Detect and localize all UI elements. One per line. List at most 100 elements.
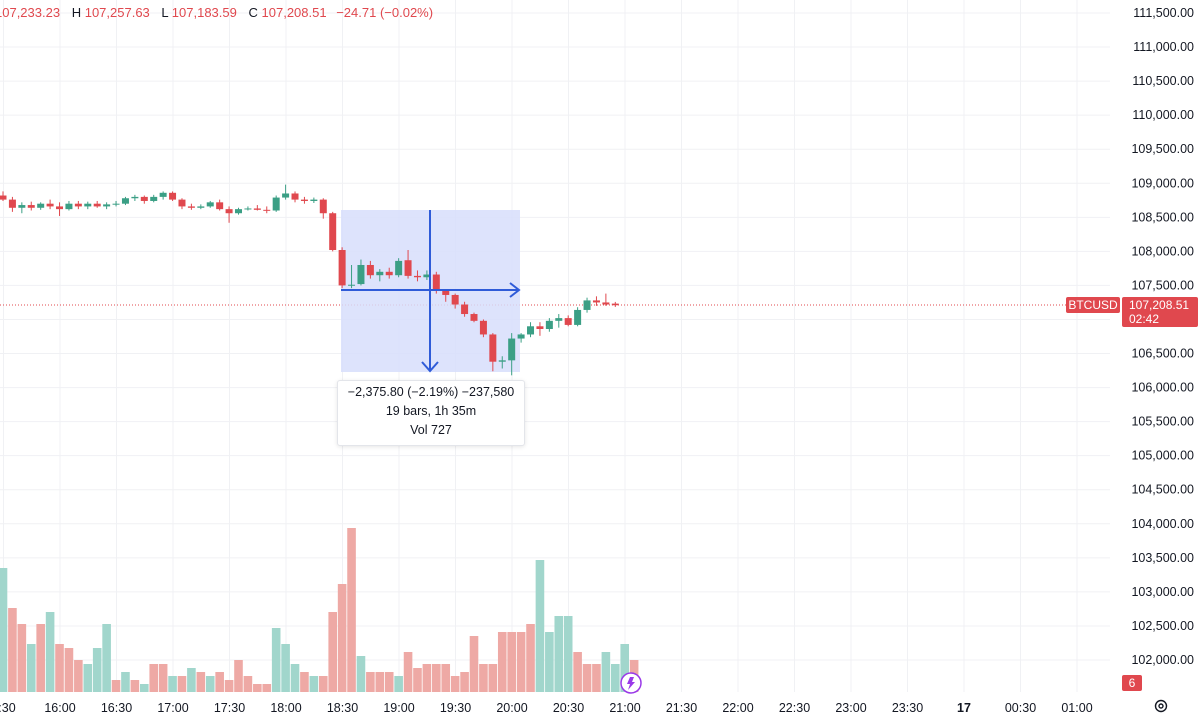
candle-body xyxy=(178,199,186,207)
volume-bar xyxy=(253,684,262,692)
price-tick-label: 108,500.00 xyxy=(1131,210,1194,224)
candle-body xyxy=(206,202,214,207)
volume-bar xyxy=(196,672,206,692)
time-tick-label: 21:30 xyxy=(666,701,697,715)
volume-bar xyxy=(441,664,451,692)
legend-low-label: L xyxy=(161,5,169,20)
measure-arrows[interactable] xyxy=(341,210,521,373)
volume-bar xyxy=(102,624,111,692)
volume-bar xyxy=(64,648,74,692)
volume-bar xyxy=(413,668,422,692)
volume-series xyxy=(0,528,639,692)
candle-body xyxy=(310,199,318,201)
volume-bar xyxy=(55,644,64,692)
candle-body xyxy=(423,274,431,278)
candle-body xyxy=(536,326,544,330)
volume-bar xyxy=(356,656,366,692)
time-tick-label: 20:00 xyxy=(496,701,527,715)
candle-body xyxy=(611,303,619,306)
volume-bar xyxy=(347,528,356,692)
lightning-badge-icon[interactable] xyxy=(620,672,642,694)
candle-body xyxy=(479,320,487,335)
volume-bar xyxy=(469,636,479,692)
last-price-value: 107,208.51 xyxy=(1129,298,1190,312)
volume-bar xyxy=(243,676,253,692)
price-tick-label: 106,500.00 xyxy=(1131,347,1194,361)
candle-body xyxy=(442,290,450,295)
legend-close-label: C xyxy=(248,5,258,20)
volume-bar xyxy=(205,676,215,692)
volume-bar xyxy=(573,652,582,692)
candle-body xyxy=(18,205,26,208)
candle-body xyxy=(583,300,591,310)
price-tick-label: 103,500.00 xyxy=(1131,551,1194,565)
price-tick-label: 102,000.00 xyxy=(1131,653,1194,667)
time-tick-label: 01:00 xyxy=(1061,701,1092,715)
volume-bar xyxy=(262,684,272,692)
candle-body xyxy=(74,203,82,207)
volume-bar xyxy=(488,664,498,692)
candle-body xyxy=(291,193,299,200)
candle-body xyxy=(366,264,374,276)
time-tick-label: 20:30 xyxy=(553,701,584,715)
time-axis[interactable]: 5:30 16:00 16:30 17:00 17:30 18:00 18:30 19:00 1… xyxy=(0,701,1093,715)
volume-bar xyxy=(479,664,488,692)
candle-body xyxy=(272,197,280,211)
settings-gear-icon[interactable] xyxy=(1153,698,1169,714)
price-tick-label: 105,500.00 xyxy=(1131,415,1194,429)
volume-bar xyxy=(111,680,121,692)
candle-body xyxy=(470,314,478,321)
volume-bar xyxy=(432,664,441,692)
volume-bar xyxy=(121,672,130,692)
volume-bar xyxy=(375,672,385,692)
price-tick-label: 109,500.00 xyxy=(1131,142,1194,156)
volume-bar xyxy=(507,632,516,692)
candle-body xyxy=(574,309,582,325)
volume-bar xyxy=(17,624,27,692)
symbol-price-tag: BTCUSD xyxy=(1066,297,1120,313)
candle-body xyxy=(432,274,440,291)
time-tick-label: 17 xyxy=(957,701,971,715)
time-tick-label: 00:30 xyxy=(1005,701,1036,715)
volume-bar xyxy=(422,664,432,692)
price-tick-label: 105,000.00 xyxy=(1131,449,1194,463)
candle-body xyxy=(376,271,384,276)
volume-bar xyxy=(535,560,545,692)
legend-close-value: 107,208.51 xyxy=(261,5,327,20)
candle-body xyxy=(8,199,16,208)
candle-body xyxy=(357,264,365,285)
price-tick-label: 111,500.00 xyxy=(1133,6,1194,20)
measure-volume-text: Vol 727 xyxy=(410,423,452,437)
candle-body xyxy=(348,284,356,286)
volume-bar xyxy=(0,568,8,692)
volume-bar xyxy=(215,672,224,692)
candle-body xyxy=(244,208,252,210)
volume-bar xyxy=(177,676,187,692)
candle-body xyxy=(150,196,158,201)
candle-body xyxy=(300,199,308,201)
time-tick-label: 22:00 xyxy=(722,701,753,715)
candle-body xyxy=(413,275,421,278)
price-tick-label: 111,000.00 xyxy=(1133,40,1194,54)
candle-body xyxy=(451,294,459,305)
price-tick-label: 103,000.00 xyxy=(1131,585,1194,599)
candle-body xyxy=(508,338,516,361)
volume-bar xyxy=(450,676,460,692)
volume-bar xyxy=(140,684,149,692)
price-tick-label: 104,500.00 xyxy=(1131,483,1194,497)
volume-bar xyxy=(149,664,159,692)
candle-body xyxy=(329,213,337,251)
volume-bar xyxy=(224,680,234,692)
candle-body xyxy=(225,209,233,214)
candle-body xyxy=(216,202,224,210)
time-tick-label: 23:00 xyxy=(835,701,866,715)
volume-bar xyxy=(366,672,375,692)
bar-countdown: 02:42 xyxy=(1129,312,1160,326)
candle-body xyxy=(103,204,111,207)
candle-body xyxy=(112,203,120,205)
price-axis[interactable]: 111,500.00 111,000.00 110,500.00 110,000.00… xyxy=(1131,6,1194,667)
price-tick-label: 107,500.00 xyxy=(1131,278,1194,292)
candle-body xyxy=(338,250,346,286)
time-tick-label: 22:30 xyxy=(779,701,810,715)
